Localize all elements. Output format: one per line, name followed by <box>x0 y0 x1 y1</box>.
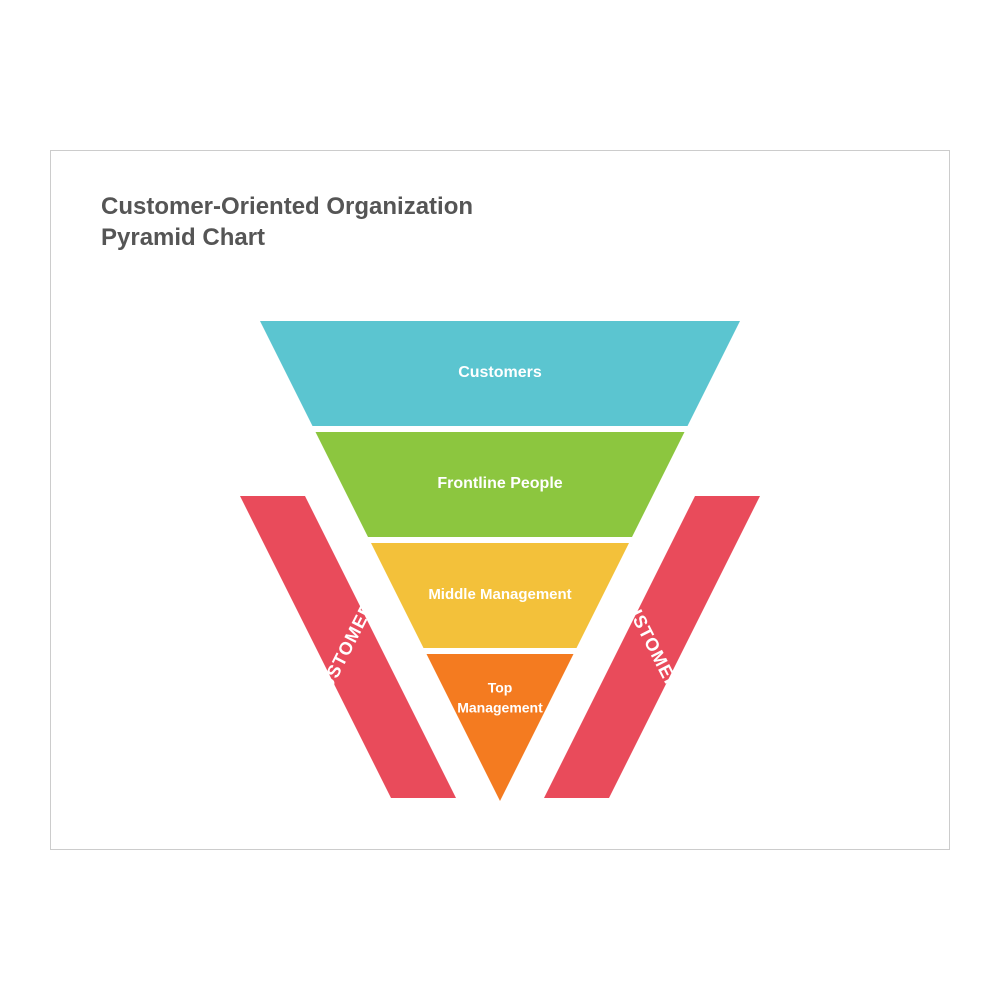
pyramid-level-label-2: Middle Management <box>428 586 571 603</box>
pyramid-chart: CUSTOMERSCUSTOMERSCustomersFrontline Peo… <box>150 301 850 821</box>
pyramid-level-label2-3: Management <box>457 700 543 716</box>
pyramid-level-label-0: Customers <box>458 364 542 381</box>
chart-frame: Customer-Oriented Organization Pyramid C… <box>50 150 950 850</box>
pyramid-level-3 <box>427 654 574 801</box>
title-line-1: Customer-Oriented Organization <box>101 193 473 220</box>
title-line-2: Pyramid Chart <box>101 224 265 251</box>
pyramid-level-label-3: Top <box>488 680 513 696</box>
chart-title: Customer-Oriented Organization Pyramid C… <box>101 191 899 253</box>
pyramid-svg: CUSTOMERSCUSTOMERSCustomersFrontline Peo… <box>150 301 850 821</box>
pyramid-level-label-1: Frontline People <box>437 475 562 492</box>
